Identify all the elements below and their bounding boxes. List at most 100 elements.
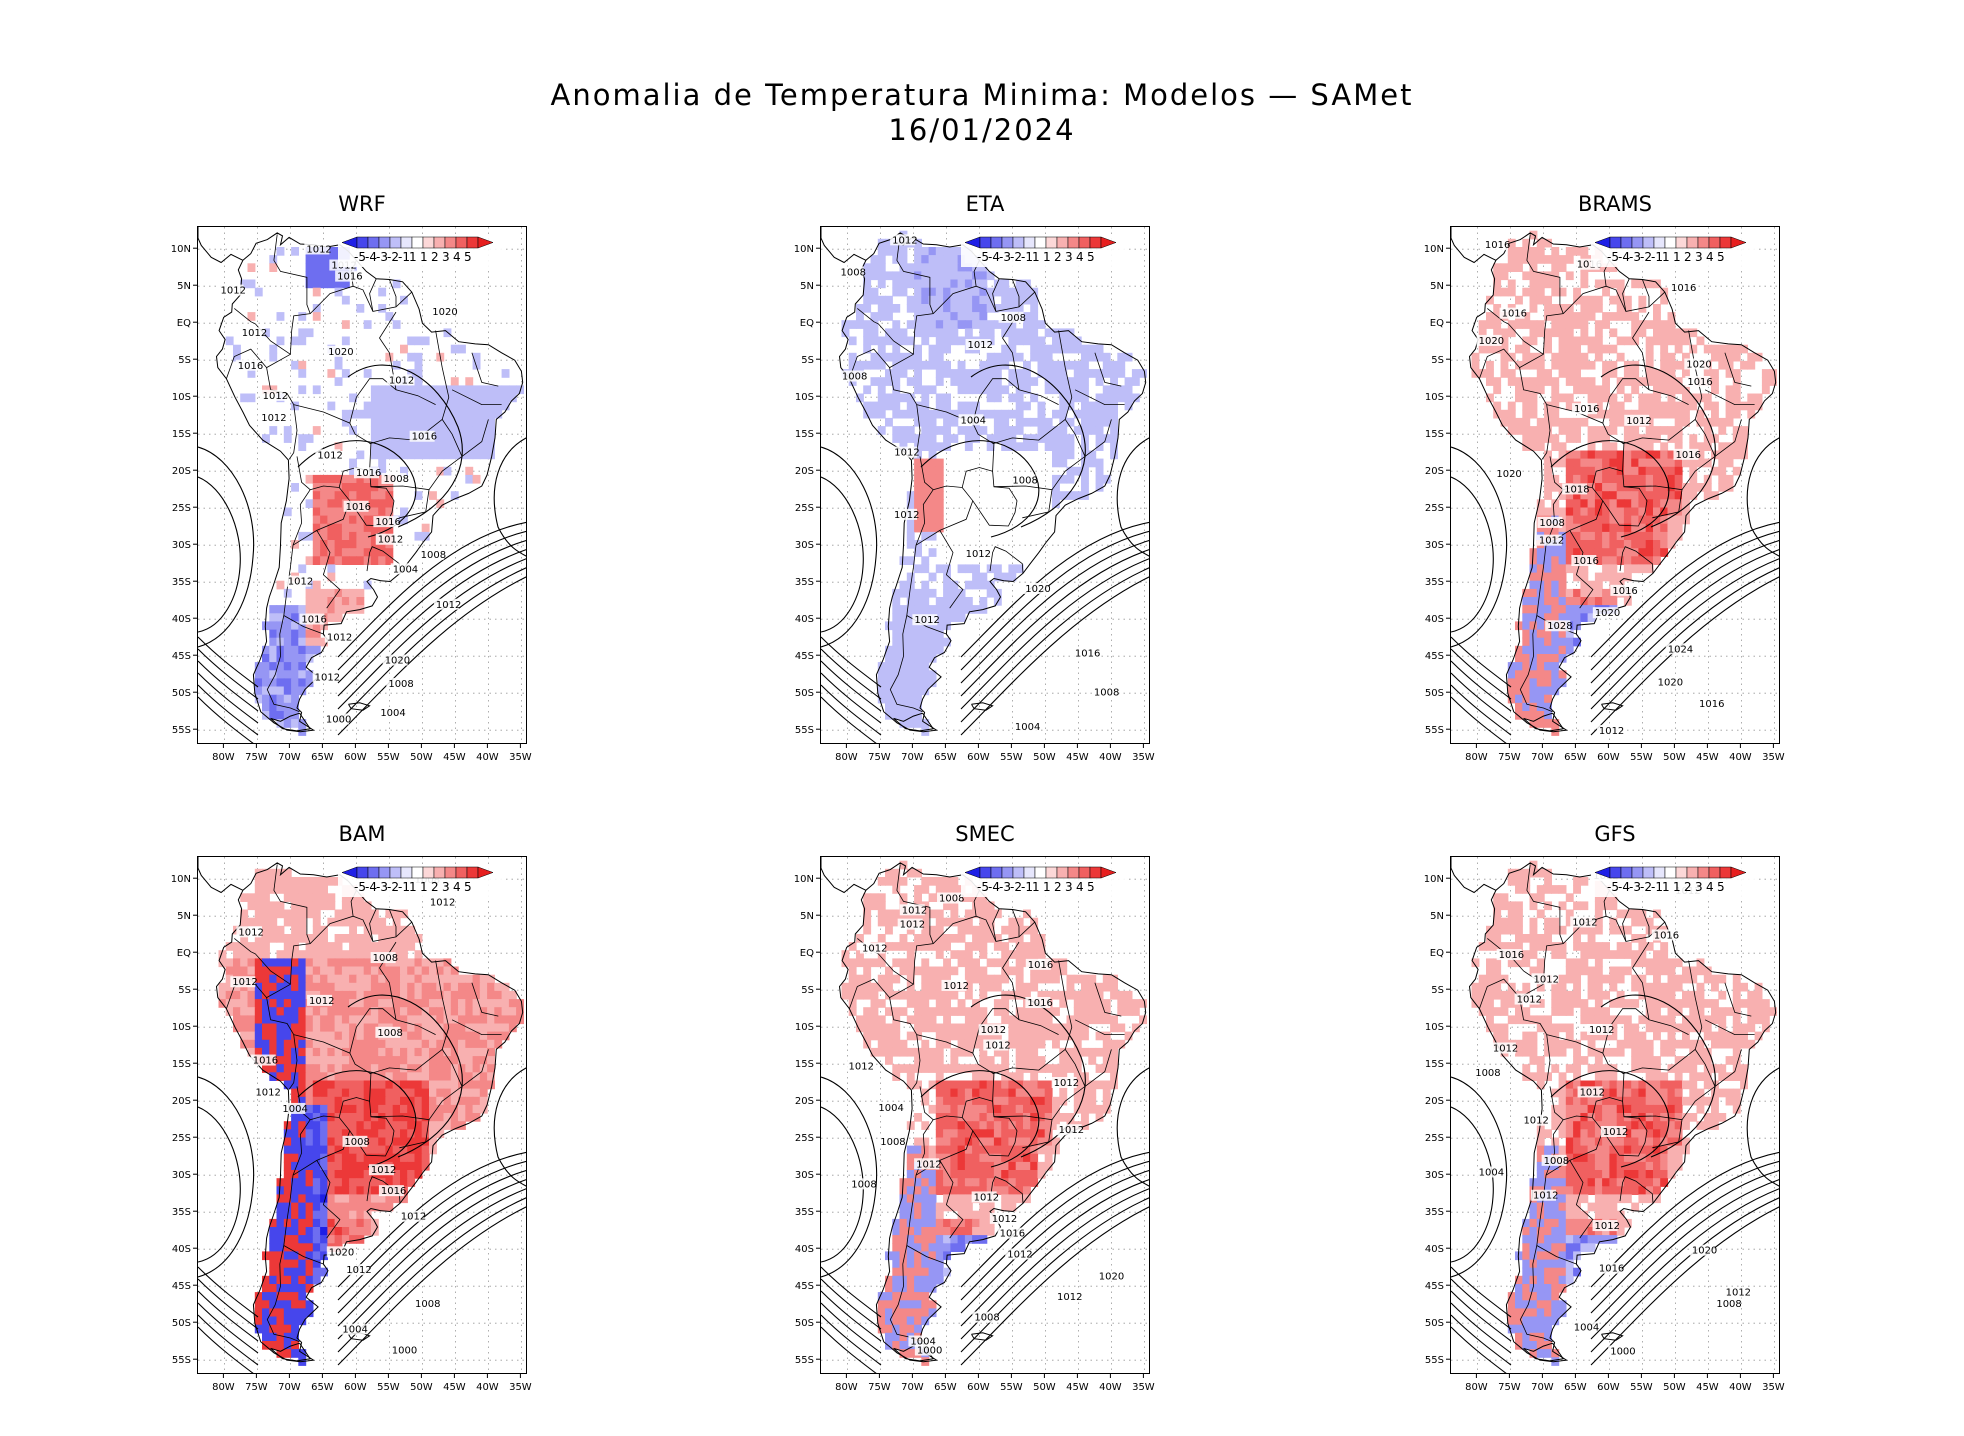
colorbar-label: -2 xyxy=(1010,250,1022,264)
isobar-label-bg xyxy=(413,1297,439,1309)
isobar-label: 1012 xyxy=(1626,416,1651,427)
colorbar-label: -2 xyxy=(1010,880,1022,894)
isobar-label: 1020 xyxy=(1496,469,1521,480)
lat-tick-label: 10N xyxy=(1424,244,1444,255)
isobar-label-bg xyxy=(342,1135,368,1147)
isobar-label-bg xyxy=(1587,1024,1613,1036)
anomaly-map: 1012101210121016101610121012101210121008… xyxy=(1451,857,1779,1373)
panel-title: GFS xyxy=(1594,822,1636,846)
isobar-label: 1020 xyxy=(1025,584,1050,595)
isobar-label-bg xyxy=(912,614,938,626)
colorbar-legend: -5 -4 -3 -2 -1 1 1 2 3 4 5 xyxy=(338,864,505,897)
isobar-label-bg xyxy=(963,547,989,559)
colorbar-label: 4 xyxy=(1076,880,1084,894)
lon-tick-label: 60W xyxy=(1597,752,1620,763)
isobar-label: 1008 xyxy=(1094,688,1119,699)
isobar-label-bg xyxy=(304,243,330,255)
colorbar-label: 1 xyxy=(1673,880,1681,894)
colorbar-label: -3 xyxy=(999,250,1011,264)
isobar-label: 1008 xyxy=(1716,1299,1741,1310)
colorbar-label: -1 xyxy=(1651,880,1663,894)
lon-tick-label: 40W xyxy=(1099,1382,1122,1393)
anomaly-shading xyxy=(1471,860,1777,1366)
isobar-label-bg xyxy=(1714,1297,1740,1309)
isobar-label-bg xyxy=(1494,468,1520,480)
lat-tick-label: 10S xyxy=(172,1022,191,1033)
isobar-label: 1012 xyxy=(944,981,969,992)
isobar-label: 1012 xyxy=(1054,1078,1079,1089)
country-borders xyxy=(226,864,502,1343)
isobar-label: 1008 xyxy=(388,679,413,690)
isobar-label-bg xyxy=(389,1344,415,1356)
isobar-label-bg xyxy=(1685,375,1711,387)
colorbar-label: -5 xyxy=(354,250,366,264)
isobar-label-bg xyxy=(838,266,864,278)
lat-tick-label: 50S xyxy=(1425,688,1444,699)
isobar-label-bg xyxy=(1012,720,1038,732)
isobar-label-bg xyxy=(433,598,459,610)
colorbar-label: 1 xyxy=(1673,250,1681,264)
isobar-label: 1012 xyxy=(401,1212,426,1223)
isobar-label: 1012 xyxy=(1603,1127,1628,1138)
isobar-label: 1016 xyxy=(1671,283,1696,294)
isobar-label: 1012 xyxy=(378,535,403,546)
isobar-label: 1016 xyxy=(1502,309,1527,320)
colorbar-label: 3 xyxy=(1695,880,1703,894)
isobar-label-bg xyxy=(343,500,369,512)
colorbar-label: 1 xyxy=(420,250,428,264)
isobar-label: 1020 xyxy=(1099,1271,1124,1282)
lat-tick-label: 25S xyxy=(795,503,814,514)
lat-tick-label: 30S xyxy=(795,540,814,551)
colorbar-label: 2 xyxy=(431,880,439,894)
lat-tick-label: 55S xyxy=(1425,1355,1444,1366)
colorbar-label: 2 xyxy=(1054,250,1062,264)
isobar-label: 1020 xyxy=(385,656,410,667)
isobar-label-bg xyxy=(280,1102,306,1114)
colorbar-label: -5 xyxy=(977,880,989,894)
lat-tick-label: 5N xyxy=(177,281,191,292)
lat-tick-label: 10S xyxy=(795,392,814,403)
isobar-label-bg xyxy=(368,1164,394,1176)
isobar-label-bg xyxy=(998,311,1024,323)
lat-tick-label: 40S xyxy=(795,1244,814,1255)
isobar-label-bg xyxy=(1496,949,1522,961)
map-frame: 1016 1008 1012 1012 1012 1016 1012 1016 1012 1012… xyxy=(820,856,1150,1374)
lon-tick-label: 55W xyxy=(1000,752,1023,763)
lat-tick-label: 35S xyxy=(1425,1207,1444,1218)
isobar-label-bg xyxy=(326,1246,352,1258)
isobar-label-bg xyxy=(1490,1042,1516,1054)
lon-tick-label: 70W xyxy=(901,1382,924,1393)
isobar-label-bg xyxy=(1723,1286,1749,1298)
colorbar-label: -4 xyxy=(988,880,1000,894)
isobar-label: 1012 xyxy=(1539,536,1564,547)
lon-tick-label: 65W xyxy=(1564,1382,1587,1393)
isobar-label-bg xyxy=(299,613,325,625)
lat-tick-label: 45S xyxy=(1425,1281,1444,1292)
isobar-label: 1016 xyxy=(1075,649,1100,660)
panel-title: BAM xyxy=(338,822,386,846)
isobar-label-bg xyxy=(890,234,916,246)
isobar-label-bg xyxy=(892,508,918,520)
isobar-label: 1008 xyxy=(842,372,867,383)
isobar-label-bg xyxy=(418,549,444,561)
isobar-label-bg xyxy=(997,1227,1023,1239)
isobar-label-bg xyxy=(344,1264,370,1276)
isobar-label: 1012 xyxy=(242,328,267,339)
lat-tick-label: 20S xyxy=(1425,1096,1444,1107)
isobar-label: 1008 xyxy=(415,1299,440,1310)
isobar-label: 1004 xyxy=(878,1103,903,1114)
isobars xyxy=(198,364,526,743)
lat-tick-label: 10S xyxy=(795,1022,814,1033)
lat-tick-label: 5N xyxy=(1430,281,1444,292)
panel-title: ETA xyxy=(965,192,1005,216)
colorbar-label: -5 xyxy=(1607,880,1619,894)
isobar-label-bg xyxy=(430,305,456,317)
lon-tick-label: 75W xyxy=(868,752,891,763)
isobar-label-bg xyxy=(1473,1066,1499,1078)
lon-tick-label: 70W xyxy=(901,752,924,763)
map-frame: 1012 1008 1008 1012 1008 1004 1012 1008 1012 1012… xyxy=(820,226,1150,744)
colorbar-label: 3 xyxy=(1065,880,1073,894)
isobar-label: 1012 xyxy=(315,672,340,683)
isobar-label-bg xyxy=(1051,1076,1077,1088)
colorbar-label: 2 xyxy=(1054,880,1062,894)
